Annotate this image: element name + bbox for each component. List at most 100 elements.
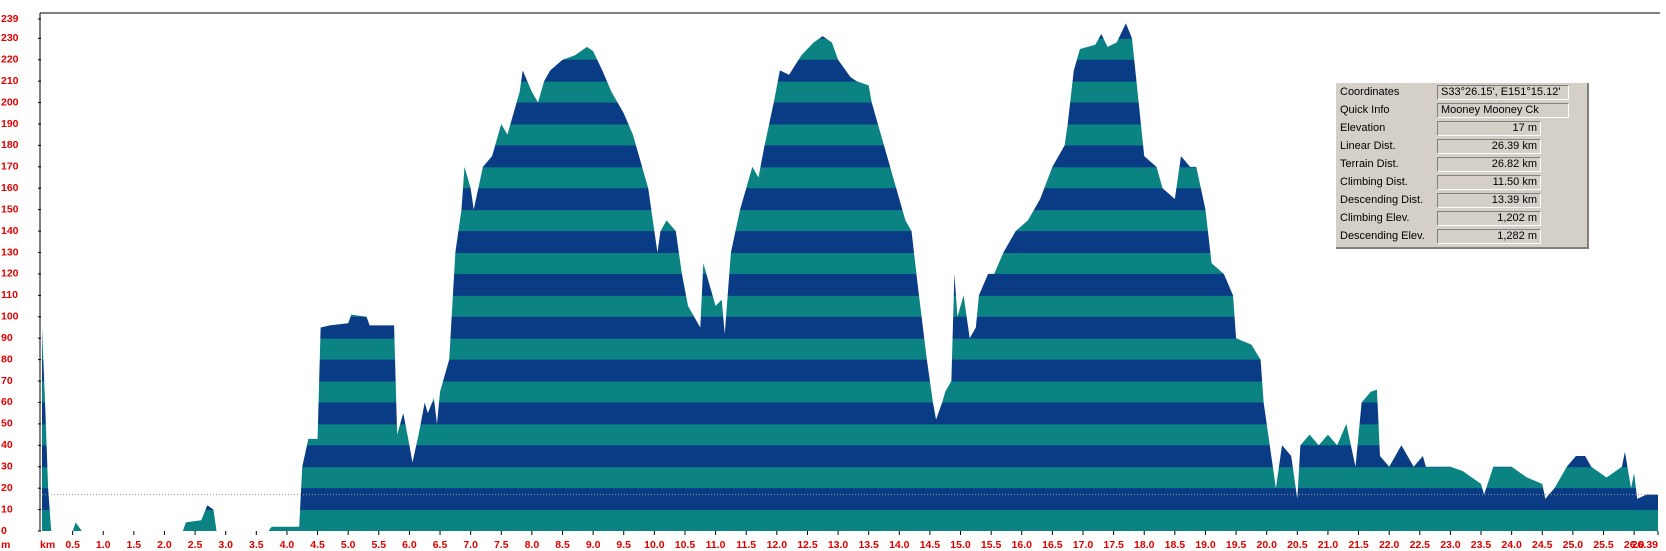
info-label: Coordinates [1340,86,1400,98]
x-tick-label: 13.0 [828,539,849,551]
y-tick-label: 80 [1,353,13,365]
x-tick-label: 1.0 [96,539,111,551]
info-row: Climbing Elev. 1,202 m [1336,210,1587,228]
x-tick-label: 26.0 [1624,539,1645,551]
x-tick-label: 20.0 [1256,539,1277,551]
y-tick-label: 110 [1,289,18,301]
x-tick-label: 17.5 [1103,539,1124,551]
x-tick-label: 11.5 [736,539,756,551]
info-label: Climbing Elev. [1340,212,1410,224]
info-label: Linear Dist. [1340,140,1396,152]
y-tick-label: 140 [1,225,19,237]
x-tick-label: 9.0 [586,539,601,551]
info-value: 13.39 km [1437,193,1541,208]
x-tick-label: 23.5 [1471,539,1492,551]
x-tick-label: 2.0 [157,539,172,551]
info-label: Climbing Dist. [1340,176,1408,188]
x-tick-label: 12.0 [767,539,788,551]
x-tick-label: 10.0 [644,539,665,551]
x-tick-label: 4.5 [310,539,325,551]
y-tick-label: 200 [1,96,19,108]
x-tick-label: 14.5 [920,539,941,551]
info-label: Descending Elev. [1340,230,1425,242]
info-value: 26.82 km [1437,157,1541,172]
x-axis-label: km [40,539,55,551]
x-tick-label: 3.5 [249,539,264,551]
x-tick-label: 2.5 [188,539,203,551]
y-tick-label: 90 [1,332,13,344]
x-tick-label: 19.0 [1195,539,1216,551]
x-tick-label: 6.5 [433,539,448,551]
y-tick-label: 100 [1,311,19,323]
y-tick-label: 10 [1,503,13,515]
info-value: Mooney Mooney Ck [1437,103,1569,118]
y-tick-label: 50 [1,418,13,430]
info-row: Descending Elev. 1,282 m [1336,228,1587,246]
x-tick-label: 16.5 [1042,539,1063,551]
y-tick-label: 239 [1,13,19,25]
y-tick-label: 180 [1,139,19,151]
x-tick-label: 25.5 [1593,539,1614,551]
info-label: Descending Dist. [1340,194,1424,206]
x-tick-label: 24.0 [1501,539,1522,551]
y-tick-label: 40 [1,439,13,451]
y-tick-label: 0 [1,525,7,537]
x-tick-label: 9.5 [616,539,631,551]
y-tick-label: 150 [1,203,19,215]
x-tick-label: 5.5 [371,539,386,551]
info-value: 17 m [1437,121,1541,136]
y-tick-label: 220 [1,53,19,65]
x-tick-label: 12.5 [797,539,818,551]
x-tick-label: 24.5 [1532,539,1553,551]
y-tick-label: 70 [1,375,13,387]
x-tick-label: 26.39 [1632,539,1658,551]
elevation-area [42,23,1658,532]
x-tick-label: 21.5 [1348,539,1369,551]
x-tick-label: 22.5 [1410,539,1431,551]
x-tick-label: 11.0 [706,539,726,551]
x-tick-label: 7.0 [463,539,478,551]
x-tick-label: 4.0 [280,539,295,551]
info-label: Terrain Dist. [1340,158,1399,170]
info-row: Linear Dist. 26.39 km [1336,138,1587,156]
x-tick-label: 20.5 [1287,539,1308,551]
x-tick-label: 5.0 [341,539,356,551]
info-row: Quick Info Mooney Mooney Ck [1336,102,1587,120]
y-tick-label: 60 [1,396,13,408]
x-tick-label: 21.0 [1318,539,1339,551]
y-tick-label: 160 [1,182,19,194]
y-tick-label: 20 [1,482,13,494]
x-tick-label: 8.0 [525,539,540,551]
x-tick-label: 3.0 [218,539,233,551]
info-value: S33°26.15', E151°15.12' [1437,85,1569,100]
y-tick-label: 190 [1,118,19,130]
x-tick-label: 10.5 [675,539,696,551]
x-tick-label: 17.0 [1073,539,1094,551]
x-tick-label: 22.0 [1379,539,1400,551]
info-value: 1,282 m [1437,229,1541,244]
info-row: Elevation 17 m [1336,120,1587,138]
info-label: Quick Info [1340,104,1390,116]
x-tick-label: 25.0 [1563,539,1584,551]
x-tick-label: 15.5 [981,539,1002,551]
y-tick-label: 230 [1,32,19,44]
y-tick-label: 120 [1,268,19,280]
x-tick-label: 0.5 [65,539,80,551]
x-tick-label: 23.0 [1440,539,1461,551]
x-tick-label: 1.5 [127,539,142,551]
x-tick-label: 8.5 [555,539,570,551]
info-panel: Coordinates S33°26.15', E151°15.12' Quick … [1336,83,1589,249]
y-tick-label: 210 [1,75,19,87]
info-value: 11.50 km [1437,175,1541,190]
info-row: Climbing Dist. 11.50 km [1336,174,1587,192]
y-tick-label: 130 [1,246,19,258]
y-tick-label: 30 [1,461,13,473]
x-tick-label: 19.5 [1226,539,1247,551]
info-value: 1,202 m [1437,211,1541,226]
x-tick-label: 16.0 [1012,539,1033,551]
y-axis-label: m [1,539,10,551]
x-tick-label: 6.0 [402,539,417,551]
x-tick-label: 7.5 [494,539,509,551]
